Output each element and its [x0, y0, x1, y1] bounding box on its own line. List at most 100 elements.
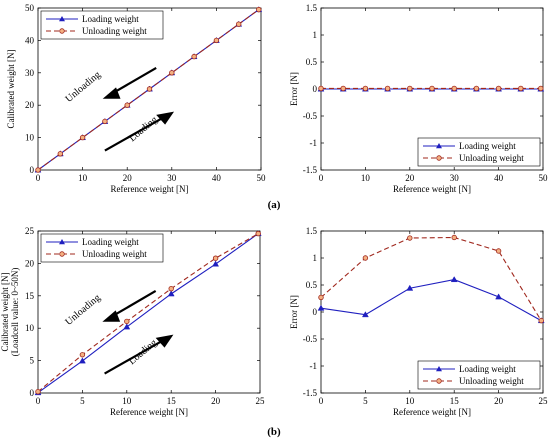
- unloading-point: [168, 285, 174, 292]
- x-tick-label: 50: [539, 173, 549, 183]
- x-tick-label: 40: [212, 173, 222, 183]
- y-tick-label: 0: [30, 388, 35, 398]
- y-tick-label: 1.5: [306, 226, 318, 236]
- x-tick-label: 10: [122, 396, 132, 406]
- x-tick-label: 20: [211, 396, 221, 406]
- unloading-point: [318, 294, 324, 301]
- unloading-point: [235, 21, 242, 27]
- y-tick-label: 0: [313, 84, 318, 94]
- unloading-point: [518, 85, 524, 92]
- panel-label-b: (b): [267, 426, 281, 438]
- legend-box: [40, 10, 164, 40]
- series-line-unloading: [37, 233, 259, 393]
- y-axis-label: Error [N]: [289, 72, 299, 106]
- loading-arrow-head: [155, 334, 174, 348]
- legend-label: Unloading weight: [82, 26, 147, 36]
- legend-box: [417, 137, 541, 167]
- x-tick-label: 30: [167, 173, 177, 183]
- legend-marker: [436, 143, 442, 149]
- y-tick-label: 0.5: [306, 57, 318, 67]
- loading-point: [123, 323, 131, 330]
- x-tick-label: 20: [494, 396, 504, 406]
- unloading-point: [451, 234, 457, 241]
- unloading-point: [495, 85, 502, 92]
- x-tick-label: 0: [36, 173, 41, 183]
- unloading-point: [362, 255, 369, 261]
- y-tick-label: 20: [25, 258, 35, 268]
- unloading-point: [35, 167, 41, 173]
- legend: Loading weight Unloading weight: [40, 10, 164, 40]
- chart-panel-4: 0 5 10 15 20 25 1.5 1 0.5 0 -0.5 -1 -1.5 Reference we…: [289, 226, 548, 417]
- loading-point: [361, 311, 369, 318]
- x-tick-label: 5: [80, 396, 85, 406]
- x-tick-label: 25: [539, 396, 549, 406]
- x-tick-label: 25: [256, 396, 266, 406]
- unloading-point: [79, 134, 86, 141]
- chart-panel-1: 0 10 20 30 40 50 0 10 20 30 40 50 Reference weight […: [6, 3, 266, 194]
- unloading-point: [538, 85, 544, 92]
- unloading-point: [255, 230, 261, 237]
- unloading-point: [407, 85, 413, 92]
- x-tick-label: 15: [167, 396, 177, 406]
- x-tick-label: 0: [36, 396, 41, 406]
- unloading-point: [191, 53, 197, 60]
- x-tick-label: 50: [257, 173, 267, 183]
- x-axis-label: Reference weight [N]: [111, 184, 189, 194]
- legend-label: Loading weight: [459, 141, 516, 151]
- series-line-unloading: [320, 236, 542, 321]
- unloading-point: [473, 85, 480, 92]
- y-tick-label: 40: [25, 35, 35, 45]
- unloading-point: [102, 118, 108, 125]
- y-tick-label: 25: [25, 226, 35, 236]
- legend-label: Loading weight: [82, 237, 139, 247]
- y-tick-label: 5: [30, 356, 35, 366]
- y-tick-label: 50: [25, 3, 35, 13]
- loading-point: [450, 276, 458, 283]
- y-tick-label: -0.5: [303, 334, 318, 344]
- legend: Loading weight Unloading weight: [417, 360, 541, 390]
- legend-box: [40, 233, 164, 263]
- loading-point: [317, 304, 325, 311]
- y-tick-label: 10: [25, 133, 35, 143]
- y-tick-label: 10: [25, 323, 35, 333]
- x-tick-label: 10: [405, 396, 415, 406]
- loading-arrow: [104, 115, 166, 152]
- y-tick-label: -1.5: [303, 165, 318, 175]
- loading-point: [167, 290, 175, 297]
- x-axis-label: Reference weight [N]: [393, 184, 471, 194]
- legend-marker: [436, 155, 442, 161]
- unloading-point: [429, 85, 435, 92]
- legend: Loading weight Unloading weight: [40, 233, 164, 263]
- x-tick-label: 0: [319, 396, 324, 406]
- unloading-point: [146, 86, 153, 92]
- unloading-point: [213, 37, 220, 44]
- unloading-arrow: [110, 289, 157, 318]
- loading-arrow-head: [156, 111, 175, 125]
- loading-point: [406, 284, 414, 291]
- y-axis-label: Calibrated weight [N]: [0, 273, 10, 352]
- unloading-point: [318, 85, 324, 92]
- y-tick-label: 30: [25, 68, 35, 78]
- series-line-loading: [320, 279, 542, 322]
- y-tick-label: -0.5: [303, 111, 318, 121]
- x-tick-label: 20: [405, 173, 415, 183]
- x-tick-label: 15: [450, 396, 460, 406]
- y-tick-label: 1: [313, 253, 318, 263]
- unloading-point: [57, 151, 63, 157]
- unloading-arrow-head: [102, 87, 121, 99]
- loading-arrow: [104, 338, 166, 375]
- x-tick-label: 5: [363, 396, 368, 406]
- unloading-point: [169, 70, 175, 76]
- y-tick-label: -1.5: [303, 388, 318, 398]
- unloading-arrow: [111, 66, 157, 95]
- unloading-point: [79, 352, 86, 358]
- y-axis-label: Error [N]: [289, 295, 299, 329]
- y-tick-label: 20: [25, 100, 35, 110]
- panel-label-a: (a): [268, 199, 281, 211]
- unloading-point: [256, 6, 262, 13]
- y-tick-label: 15: [25, 291, 35, 301]
- x-tick-label: 10: [361, 173, 371, 183]
- chart-panel-3: 0 5 10 15 20 25 0 5 10 15 20 25 Reference weight [N]…: [0, 226, 265, 417]
- legend-marker: [436, 366, 442, 372]
- unloading-point: [212, 255, 219, 261]
